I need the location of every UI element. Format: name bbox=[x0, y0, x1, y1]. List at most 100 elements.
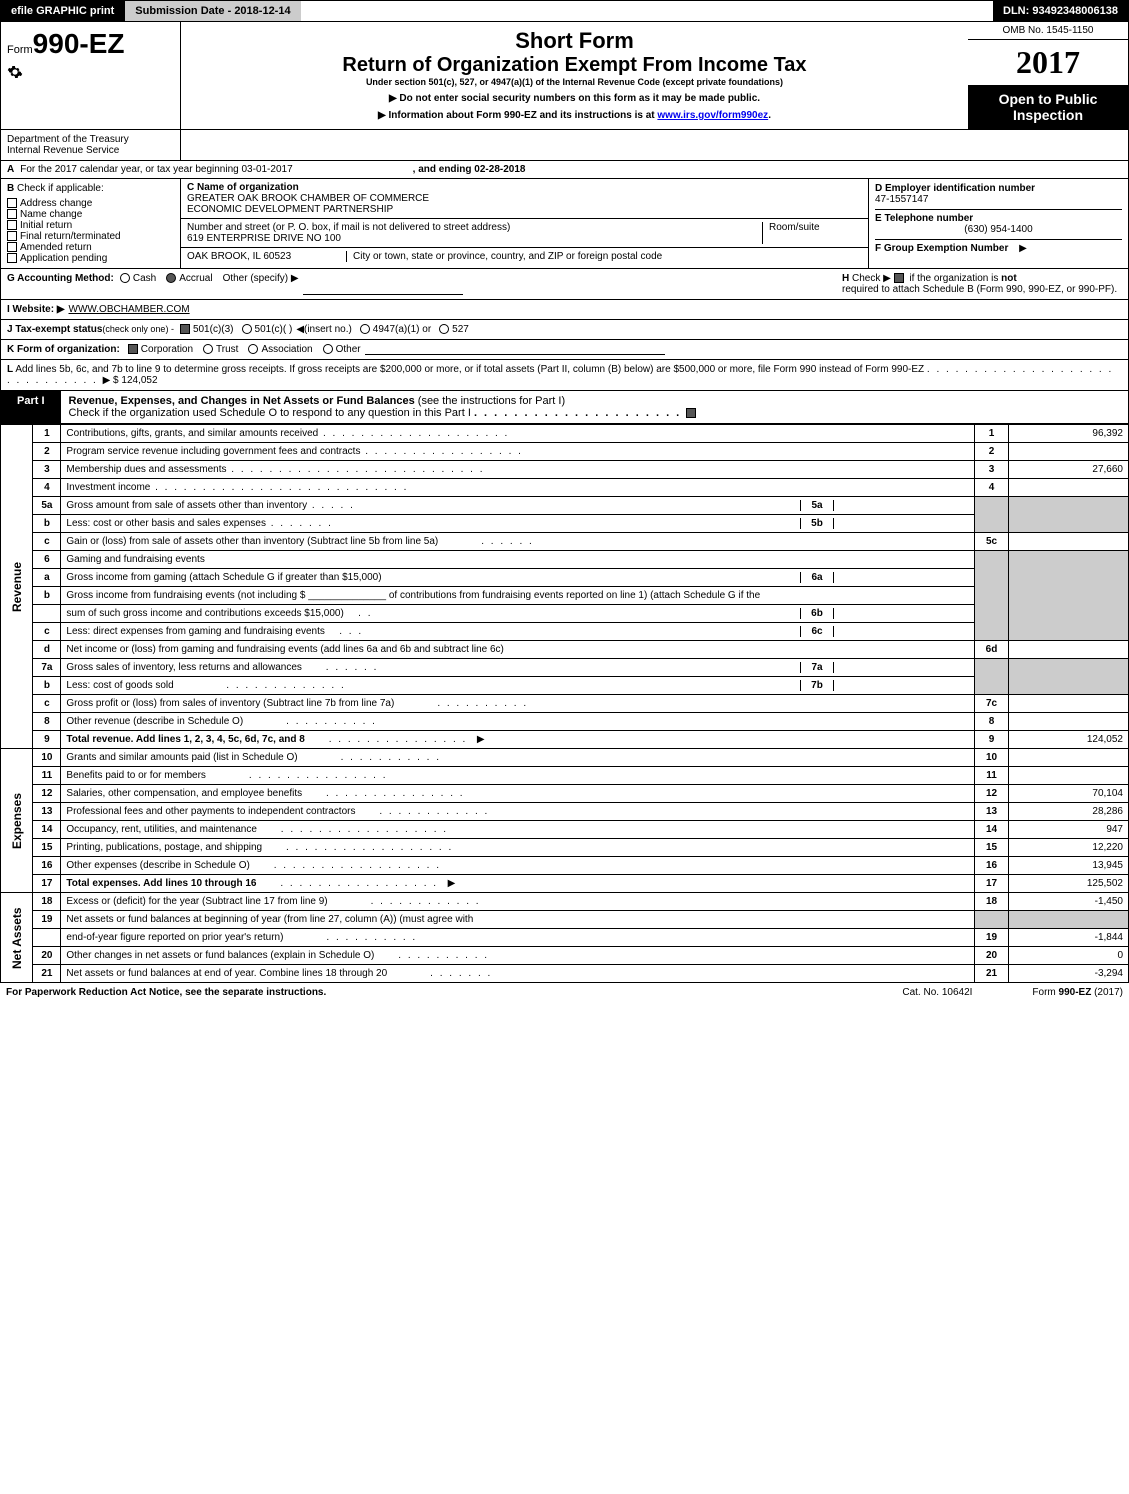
row-15: 15 Printing, publications, postage, and … bbox=[1, 839, 1129, 857]
shade-19v bbox=[1009, 911, 1129, 929]
cb-final[interactable] bbox=[7, 231, 17, 241]
val-2 bbox=[1009, 443, 1129, 461]
part1-header: Part I Revenue, Expenses, and Changes in… bbox=[0, 391, 1129, 424]
cb-501c[interactable] bbox=[242, 324, 252, 334]
cb-initial[interactable] bbox=[7, 220, 17, 230]
cb-name-change[interactable] bbox=[7, 209, 17, 219]
vlabel-expenses: Expenses bbox=[1, 749, 33, 893]
val-9: 124,052 bbox=[1009, 731, 1129, 749]
open-to-public: Open to Public Inspection bbox=[968, 85, 1128, 129]
minival-5a bbox=[834, 500, 974, 511]
header-mid: Short Form Return of Organization Exempt… bbox=[181, 22, 968, 129]
val-15: 12,220 bbox=[1009, 839, 1129, 857]
ln-15: 15 bbox=[33, 839, 61, 857]
section-b-check: Check if applicable: bbox=[17, 183, 104, 194]
box-15: 15 bbox=[975, 839, 1009, 857]
row-20: 20 Other changes in net assets or fund b… bbox=[1, 947, 1129, 965]
city: OAK BROOK, IL 60523 bbox=[187, 251, 291, 262]
desc-6c: Less: direct expenses from gaming and fu… bbox=[61, 623, 975, 641]
row-19a: 19 Net assets or fund balances at beginn… bbox=[1, 911, 1129, 929]
lbl-501c: 501(c)( ) bbox=[255, 324, 293, 335]
row-21: 21 Net assets or fund balances at end of… bbox=[1, 965, 1129, 983]
lbl-accrual: Accrual bbox=[179, 273, 212, 295]
desc-13: Professional fees and other payments to … bbox=[61, 803, 975, 821]
cb-trust[interactable] bbox=[203, 344, 213, 354]
cb-schedule-o[interactable] bbox=[686, 408, 696, 418]
row-5c: c Gain or (loss) from sale of assets oth… bbox=[1, 533, 1129, 551]
val-10 bbox=[1009, 749, 1129, 767]
addr: 619 ENTERPRISE DRIVE NO 100 bbox=[187, 233, 341, 244]
section-f-arrow: ▶ bbox=[1019, 243, 1027, 254]
shade-19 bbox=[975, 911, 1009, 929]
desc-20: Other changes in net assets or fund bala… bbox=[61, 947, 975, 965]
cb-other-org[interactable] bbox=[323, 344, 333, 354]
desc-6b2: sum of such gross income and contributio… bbox=[61, 605, 975, 623]
desc-15: Printing, publications, postage, and shi… bbox=[61, 839, 975, 857]
cb-final-label: Final return/terminated bbox=[20, 231, 121, 242]
h-text3: required to attach Schedule B (Form 990,… bbox=[842, 284, 1117, 295]
cb-assoc[interactable] bbox=[248, 344, 258, 354]
desc-14: Occupancy, rent, utilities, and maintena… bbox=[61, 821, 975, 839]
val-20: 0 bbox=[1009, 947, 1129, 965]
ln-7c: c bbox=[33, 695, 61, 713]
lbl-other-org: Other bbox=[336, 344, 361, 355]
city-label: City or town, state or province, country… bbox=[353, 251, 662, 262]
cb-501c3[interactable] bbox=[180, 324, 190, 334]
section-i: I Website: ▶ WWW.OBCHAMBER.COM bbox=[0, 300, 1129, 320]
val-6d bbox=[1009, 641, 1129, 659]
box-17: 17 bbox=[975, 875, 1009, 893]
cb-address-change[interactable] bbox=[7, 198, 17, 208]
part1-title-text: Revenue, Expenses, and Changes in Net As… bbox=[69, 395, 415, 407]
desc-7a: Gross sales of inventory, less returns a… bbox=[61, 659, 975, 677]
row-17: 17 Total expenses. Add lines 10 through … bbox=[1, 875, 1129, 893]
box-3: 3 bbox=[975, 461, 1009, 479]
ln-13: 13 bbox=[33, 803, 61, 821]
ln-9: 9 bbox=[33, 731, 61, 749]
cb-pending[interactable] bbox=[7, 253, 17, 263]
section-f-label: F Group Exemption Number bbox=[875, 243, 1008, 254]
box-11: 11 bbox=[975, 767, 1009, 785]
section-c: C Name of organization GREATER OAK BROOK… bbox=[181, 179, 868, 268]
desc-6b: Gross income from fundraising events (no… bbox=[61, 587, 975, 605]
ln-5c: c bbox=[33, 533, 61, 551]
j-paren: (check only one) - bbox=[102, 324, 174, 335]
section-a-ending: , and ending 02-28-2018 bbox=[413, 164, 526, 175]
radio-accrual[interactable] bbox=[166, 273, 176, 283]
box-1: 1 bbox=[975, 425, 1009, 443]
cb-h[interactable] bbox=[894, 273, 904, 283]
ein: 47-1557147 bbox=[875, 194, 928, 205]
ln-6: 6 bbox=[33, 551, 61, 569]
cb-initial-label: Initial return bbox=[20, 220, 72, 231]
other-org-blank bbox=[365, 344, 665, 355]
irs-link[interactable]: www.irs.gov/form990ez bbox=[657, 110, 768, 121]
ln-11: 11 bbox=[33, 767, 61, 785]
cb-corp[interactable] bbox=[128, 344, 138, 354]
row-7c: c Gross profit or (loss) from sales of i… bbox=[1, 695, 1129, 713]
row-6c: c Less: direct expenses from gaming and … bbox=[1, 623, 1129, 641]
cb-4947[interactable] bbox=[360, 324, 370, 334]
section-i-label: I Website: ▶ bbox=[7, 304, 65, 315]
section-a: A For the 2017 calendar year, or tax yea… bbox=[0, 161, 1129, 179]
footer-left: For Paperwork Reduction Act Notice, see … bbox=[6, 987, 326, 998]
efile-print-button[interactable]: efile GRAPHIC print bbox=[1, 1, 124, 21]
lbl-501c3: 501(c)(3) bbox=[193, 324, 234, 335]
box-20: 20 bbox=[975, 947, 1009, 965]
box-9: 9 bbox=[975, 731, 1009, 749]
minival-6b bbox=[834, 608, 974, 619]
cb-amended[interactable] bbox=[7, 242, 17, 252]
desc-1: Contributions, gifts, grants, and simila… bbox=[61, 425, 975, 443]
row-12: 12 Salaries, other compensation, and emp… bbox=[1, 785, 1129, 803]
radio-cash[interactable] bbox=[120, 273, 130, 283]
val-1: 96,392 bbox=[1009, 425, 1129, 443]
val-11 bbox=[1009, 767, 1129, 785]
val-12: 70,104 bbox=[1009, 785, 1129, 803]
shade-6 bbox=[975, 551, 1009, 641]
ln-6a: a bbox=[33, 569, 61, 587]
cb-527[interactable] bbox=[439, 324, 449, 334]
lbl-insert: ◀(insert no.) bbox=[296, 324, 351, 335]
lbl-4947: 4947(a)(1) or bbox=[373, 324, 431, 335]
part1-table: Revenue 1 Contributions, gifts, grants, … bbox=[0, 424, 1129, 983]
row-5b: b Less: cost or other basis and sales ex… bbox=[1, 515, 1129, 533]
mini-5b: 5b bbox=[800, 518, 834, 529]
row-1: Revenue 1 Contributions, gifts, grants, … bbox=[1, 425, 1129, 443]
